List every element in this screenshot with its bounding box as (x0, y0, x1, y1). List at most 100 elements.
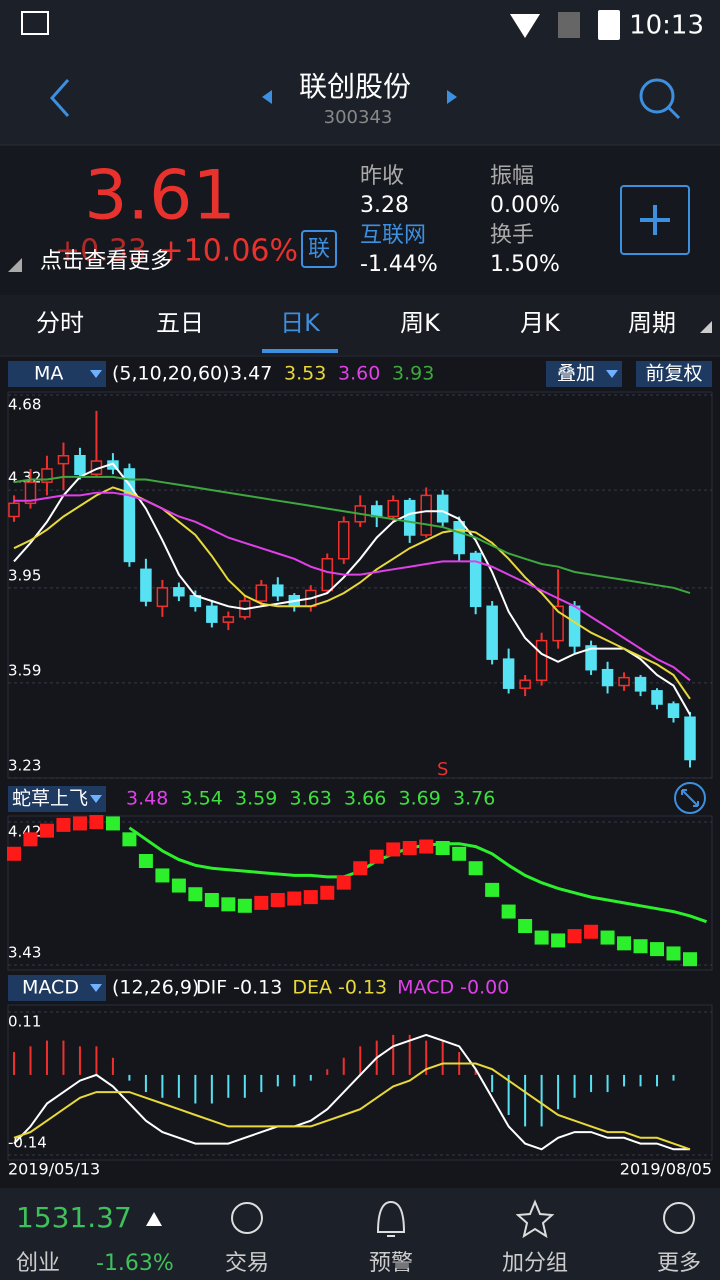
upper-line (128, 826, 707, 924)
snake-block (320, 885, 335, 900)
snake-block (72, 816, 87, 831)
candle-body (601, 668, 614, 687)
y-tick-label: -0.14 (8, 1134, 47, 1152)
price-panel (7, 391, 713, 779)
prev-stock[interactable] (262, 90, 272, 104)
tab[interactable]: 五日 (156, 309, 204, 337)
legend-value: -0.00 (460, 977, 509, 999)
ma-line (14, 491, 691, 682)
index-change: -1.63% (96, 1251, 174, 1276)
candle-body (74, 455, 86, 475)
snake-block (584, 924, 599, 939)
legend-value: -0.13 (338, 977, 387, 999)
snake-block (122, 832, 137, 847)
snake-block (237, 898, 252, 913)
nav-label[interactable]: 更多 (657, 1251, 701, 1276)
candle-body (338, 521, 350, 560)
ma-value: 3.47 (230, 363, 272, 385)
snake-block (105, 816, 120, 831)
selector-label: MACD (22, 977, 79, 999)
snake-block (204, 893, 219, 907)
candle-body (568, 605, 581, 647)
add-button[interactable] (620, 185, 690, 255)
nav-label[interactable]: 交易 (225, 1251, 269, 1276)
stat-value: 3.28 (360, 193, 409, 218)
candle-body (222, 616, 235, 623)
quote-area (0, 145, 720, 295)
alert-icon[interactable] (376, 1200, 406, 1237)
trade-icon[interactable] (231, 1202, 263, 1234)
snake-block (287, 891, 302, 906)
stat-label: 换手 (490, 223, 534, 248)
macd-selector[interactable] (8, 975, 106, 1001)
candle-body (634, 676, 647, 692)
snake-block (468, 861, 483, 876)
indicator-value: 3.59 (235, 788, 277, 810)
snake-block (7, 846, 21, 861)
tab[interactable]: 周K (400, 309, 441, 337)
group-icon[interactable] (515, 1199, 555, 1239)
tab[interactable]: 周期 (628, 309, 676, 337)
fullscreen-icon (681, 789, 699, 807)
snake-block (386, 842, 401, 857)
search-button[interactable] (639, 78, 675, 114)
snake-block (617, 936, 632, 951)
search-handle (667, 106, 681, 120)
change: +0.33 (55, 234, 147, 269)
ma-line (13, 475, 691, 595)
nav-label[interactable]: 加分组 (502, 1251, 568, 1276)
wifi-icon (510, 14, 540, 38)
candle-body (552, 605, 564, 642)
adjust-button[interactable] (636, 361, 712, 387)
candle-body (387, 499, 399, 518)
back-button[interactable] (49, 79, 70, 117)
legend-name: DEA (292, 977, 332, 999)
candle-body (24, 481, 37, 505)
candle-body (8, 502, 20, 518)
indicator-value: 3.66 (344, 788, 386, 810)
snake-block (551, 933, 566, 948)
more-icon[interactable] (663, 1202, 695, 1234)
stat-label: 振幅 (490, 164, 534, 189)
expand-hint (8, 258, 22, 272)
tab[interactable]: 分时 (36, 309, 84, 337)
stat-label: 互联网 (360, 223, 426, 248)
legend-name: DIF (196, 977, 227, 999)
clock: 10:13 (629, 11, 704, 41)
candle-body (156, 587, 169, 608)
candle-body (403, 499, 416, 536)
candle-body (57, 455, 70, 465)
snake-block (633, 939, 648, 954)
button-label: 前复权 (645, 363, 702, 385)
plus-icon (640, 205, 670, 235)
snake-block (303, 890, 318, 905)
snake-block (336, 875, 351, 890)
nav-label[interactable]: 预警 (369, 1251, 413, 1276)
fullscreen-button[interactable] (674, 782, 706, 814)
tab-bar (0, 295, 720, 355)
snake-block (600, 930, 615, 945)
snake-block (138, 854, 153, 868)
date-label: 2019/08/05 (620, 1160, 712, 1179)
ma-selector[interactable] (8, 361, 106, 387)
snake-block (485, 882, 500, 897)
tab[interactable]: 日K (280, 309, 321, 337)
candle-body (420, 494, 432, 536)
detail-hint[interactable]: 点击查看更多 (40, 249, 172, 274)
snake-block (39, 823, 54, 838)
badge[interactable]: 联 (308, 237, 330, 262)
indicator-value: 3.54 (181, 788, 223, 810)
sim-icon (558, 12, 580, 38)
y-tick-label: 3.43 (8, 944, 41, 962)
snake-selector[interactable] (8, 786, 106, 812)
y-tick-label: 4.32 (8, 469, 41, 487)
badge-box[interactable] (301, 230, 337, 268)
params: (5,10,20,60) (112, 363, 230, 385)
candle-body (255, 584, 268, 602)
snake-block (221, 897, 236, 912)
tab[interactable]: 月K (520, 309, 561, 337)
snake-block (650, 942, 665, 957)
next-stock[interactable] (447, 90, 457, 104)
index-name: 创业 (16, 1251, 60, 1276)
